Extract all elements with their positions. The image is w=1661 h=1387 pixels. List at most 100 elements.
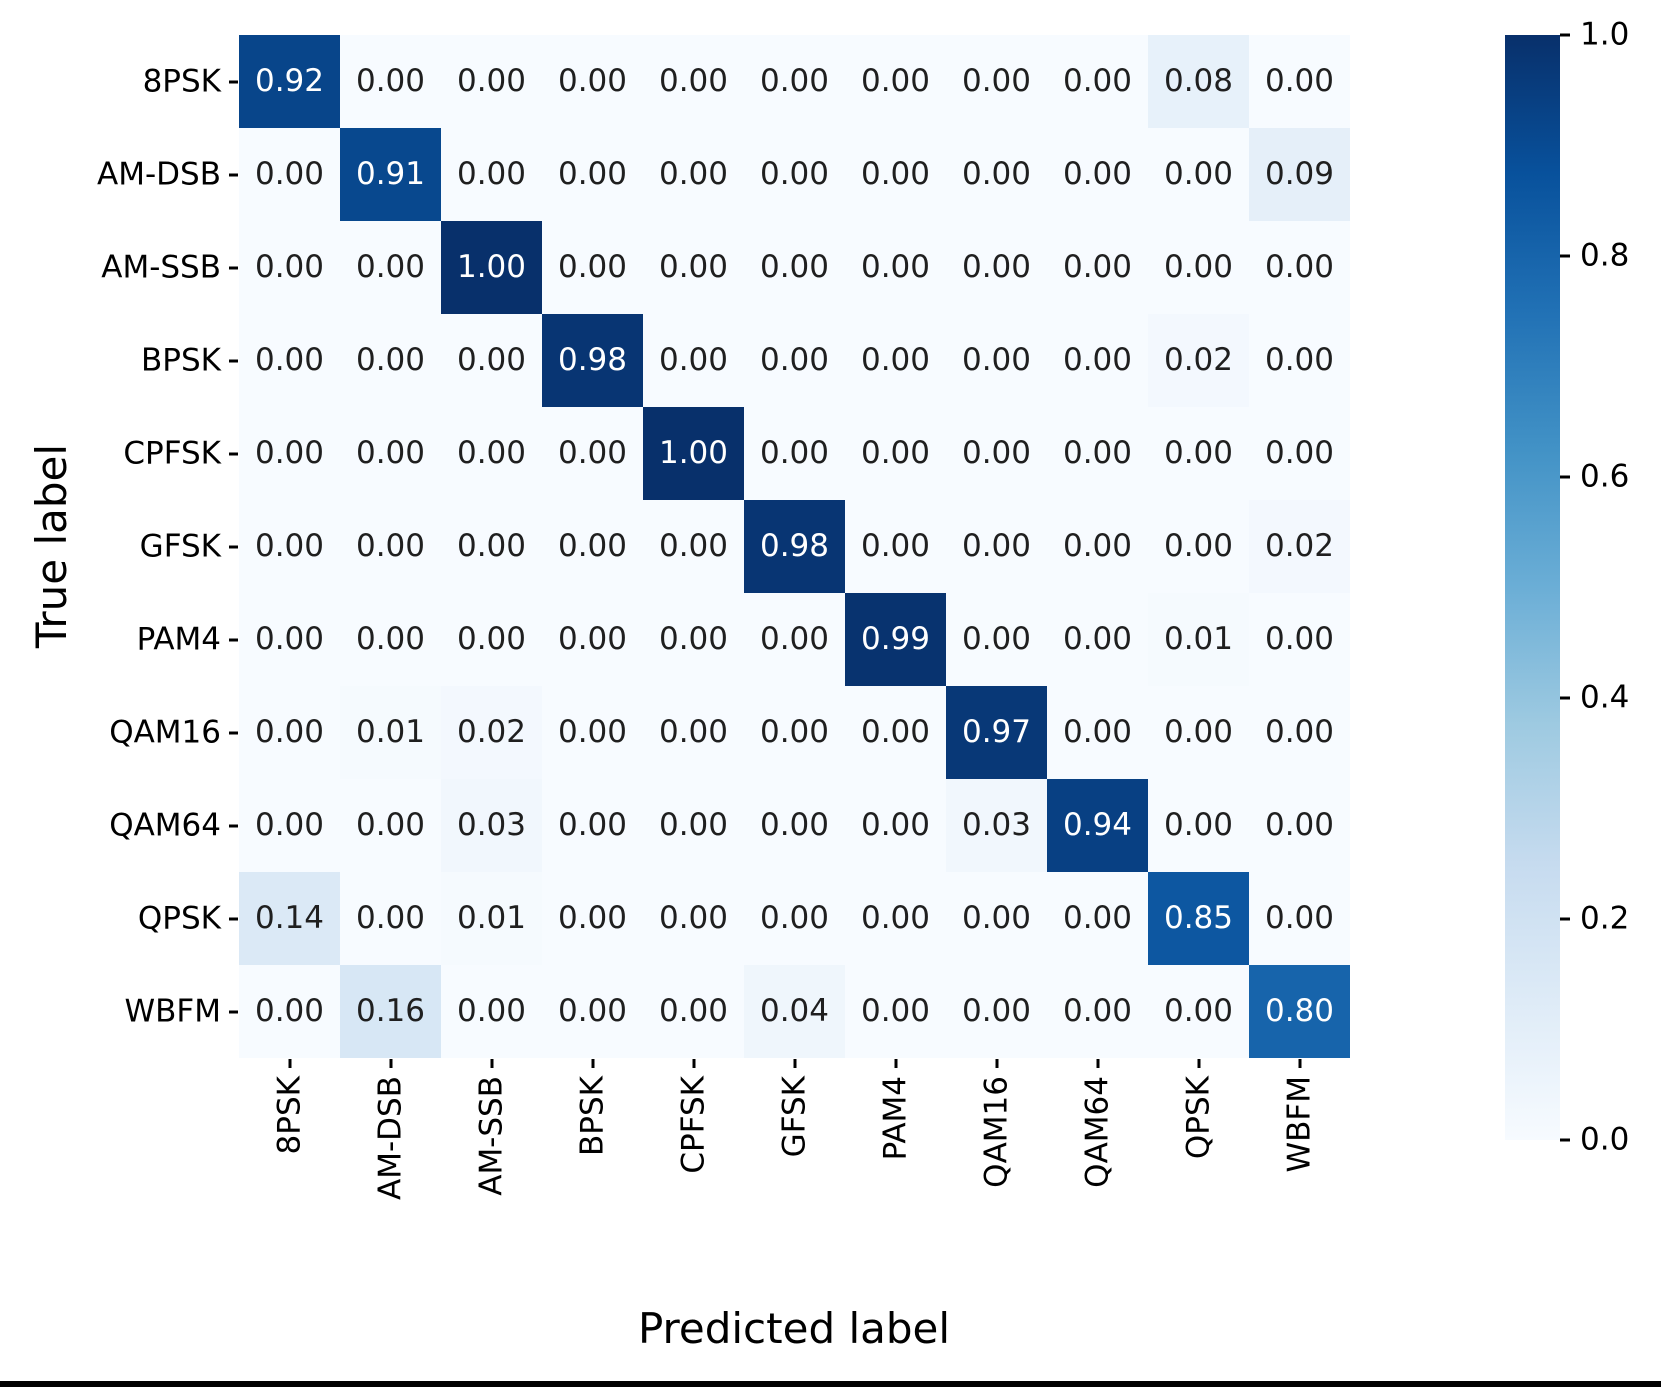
x-tick-mark <box>995 1059 998 1068</box>
heatmap-cell-QPSK-8PSK: 0.14 <box>239 872 340 965</box>
y-tick-mark <box>229 1010 238 1013</box>
y-axis-title: True label <box>27 443 76 649</box>
heatmap-cell-BPSK-QAM64: 0.00 <box>1047 314 1148 407</box>
heatmap-cell-PAM4-AM-DSB: 0.00 <box>340 593 441 686</box>
y-tick-label-WBFM: WBFM <box>124 993 222 1029</box>
heatmap-cell-QAM64-CPFSK: 0.00 <box>643 779 744 872</box>
y-tick-label-CPFSK: CPFSK <box>123 435 221 471</box>
heatmap-cell-8PSK-GFSK: 0.00 <box>744 35 845 128</box>
heatmap-cell-AM-DSB-AM-DSB: 0.91 <box>340 128 441 221</box>
y-tick-mark <box>229 917 238 920</box>
heatmap-cell-WBFM-QAM16: 0.00 <box>946 965 1047 1058</box>
heatmap-cell-8PSK-CPFSK: 0.00 <box>643 35 744 128</box>
heatmap-cell-CPFSK-BPSK: 0.00 <box>542 407 643 500</box>
heatmap-cell-QPSK-GFSK: 0.00 <box>744 872 845 965</box>
heatmap-cell-CPFSK-AM-DSB: 0.00 <box>340 407 441 500</box>
heatmap-cell-QAM16-WBFM: 0.00 <box>1249 686 1350 779</box>
heatmap-cell-CPFSK-QPSK: 0.00 <box>1148 407 1249 500</box>
heatmap-cell-AM-SSB-PAM4: 0.00 <box>845 221 946 314</box>
heatmap-cell-PAM4-8PSK: 0.00 <box>239 593 340 686</box>
heatmap-cell-PAM4-QPSK: 0.01 <box>1148 593 1249 686</box>
x-tick-mark <box>389 1059 392 1068</box>
x-tick-mark <box>1096 1059 1099 1068</box>
y-tick-mark <box>229 638 238 641</box>
heatmap-cell-QAM16-QAM16: 0.97 <box>946 686 1047 779</box>
heatmap-cell-WBFM-WBFM: 0.80 <box>1249 965 1350 1058</box>
y-tick-label-PAM4: PAM4 <box>136 621 221 657</box>
heatmap-cell-WBFM-PAM4: 0.00 <box>845 965 946 1058</box>
heatmap-cell-AM-SSB-BPSK: 0.00 <box>542 221 643 314</box>
heatmap-cell-8PSK-WBFM: 0.00 <box>1249 35 1350 128</box>
colorbar-tick-label-0.2: 0.2 <box>1580 900 1630 937</box>
heatmap-cell-WBFM-CPFSK: 0.00 <box>643 965 744 1058</box>
heatmap-cell-CPFSK-AM-SSB: 0.00 <box>441 407 542 500</box>
heatmap-cell-AM-DSB-QAM64: 0.00 <box>1047 128 1148 221</box>
heatmap-cell-WBFM-QAM64: 0.00 <box>1047 965 1148 1058</box>
x-tick-label-QPSK: QPSK <box>1180 1076 1216 1160</box>
y-tick-label-QAM16: QAM16 <box>109 714 221 750</box>
y-tick-label-8PSK: 8PSK <box>142 63 221 99</box>
heatmap-cell-QPSK-BPSK: 0.00 <box>542 872 643 965</box>
heatmap-cell-AM-DSB-AM-SSB: 0.00 <box>441 128 542 221</box>
y-tick-mark <box>229 173 238 176</box>
heatmap-cell-PAM4-QAM64: 0.00 <box>1047 593 1148 686</box>
x-tick-label-AM-SSB: AM-SSB <box>473 1076 509 1196</box>
heatmap-cell-QAM64-QPSK: 0.00 <box>1148 779 1249 872</box>
x-tick-label-AM-DSB: AM-DSB <box>372 1076 408 1200</box>
heatmap-cell-QAM16-8PSK: 0.00 <box>239 686 340 779</box>
heatmap-cell-QAM64-8PSK: 0.00 <box>239 779 340 872</box>
heatmap-cell-WBFM-AM-DSB: 0.16 <box>340 965 441 1058</box>
heatmap-cell-QAM64-AM-SSB: 0.03 <box>441 779 542 872</box>
heatmap-cell-AM-SSB-AM-SSB: 1.00 <box>441 221 542 314</box>
heatmap-cell-QAM16-QPSK: 0.00 <box>1148 686 1249 779</box>
heatmap-cell-QAM64-QAM64: 0.94 <box>1047 779 1148 872</box>
heatmap-cell-QPSK-WBFM: 0.00 <box>1249 872 1350 965</box>
x-tick-mark <box>288 1059 291 1068</box>
heatmap-cell-QPSK-AM-DSB: 0.00 <box>340 872 441 965</box>
x-tick-mark <box>591 1059 594 1068</box>
heatmap-cell-QPSK-QPSK: 0.85 <box>1148 872 1249 965</box>
x-tick-label-8PSK: 8PSK <box>271 1076 307 1155</box>
x-tick-mark <box>1298 1059 1301 1068</box>
heatmap-cell-AM-SSB-WBFM: 0.00 <box>1249 221 1350 314</box>
heatmap-cell-CPFSK-CPFSK: 1.00 <box>643 407 744 500</box>
heatmap-cell-QPSK-PAM4: 0.00 <box>845 872 946 965</box>
heatmap-cell-WBFM-GFSK: 0.04 <box>744 965 845 1058</box>
colorbar-tick-mark <box>1560 254 1570 258</box>
heatmap-cell-8PSK-BPSK: 0.00 <box>542 35 643 128</box>
heatmap-cell-8PSK-QAM64: 0.00 <box>1047 35 1148 128</box>
y-tick-mark <box>229 731 238 734</box>
bottom-border-rule <box>0 1381 1661 1387</box>
colorbar-tick-label-0.4: 0.4 <box>1580 679 1630 716</box>
heatmap-cell-8PSK-AM-SSB: 0.00 <box>441 35 542 128</box>
heatmap-cell-AM-SSB-CPFSK: 0.00 <box>643 221 744 314</box>
heatmap-cell-CPFSK-QAM64: 0.00 <box>1047 407 1148 500</box>
heatmap-cell-QAM16-PAM4: 0.00 <box>845 686 946 779</box>
heatmap-cell-QPSK-QAM64: 0.00 <box>1047 872 1148 965</box>
x-tick-label-WBFM: WBFM <box>1281 1076 1317 1173</box>
heatmap-cell-GFSK-CPFSK: 0.00 <box>643 500 744 593</box>
heatmap-cell-CPFSK-PAM4: 0.00 <box>845 407 946 500</box>
heatmap-cell-CPFSK-GFSK: 0.00 <box>744 407 845 500</box>
y-tick-mark <box>229 824 238 827</box>
heatmap-cell-GFSK-GFSK: 0.98 <box>744 500 845 593</box>
heatmap-cell-BPSK-AM-SSB: 0.00 <box>441 314 542 407</box>
y-tick-label-QAM64: QAM64 <box>109 807 221 843</box>
x-tick-mark <box>793 1059 796 1068</box>
heatmap-cell-GFSK-8PSK: 0.00 <box>239 500 340 593</box>
colorbar-tick-mark <box>1560 1138 1570 1142</box>
heatmap-cell-QAM64-AM-DSB: 0.00 <box>340 779 441 872</box>
heatmap-cell-AM-DSB-QPSK: 0.00 <box>1148 128 1249 221</box>
y-tick-mark <box>229 266 238 269</box>
heatmap-cell-BPSK-8PSK: 0.00 <box>239 314 340 407</box>
y-tick-mark <box>229 545 238 548</box>
colorbar-tick-mark <box>1560 475 1570 479</box>
heatmap-cell-AM-DSB-PAM4: 0.00 <box>845 128 946 221</box>
heatmap-cell-GFSK-PAM4: 0.00 <box>845 500 946 593</box>
heatmap-cell-AM-SSB-QPSK: 0.00 <box>1148 221 1249 314</box>
heatmap-cell-QAM64-BPSK: 0.00 <box>542 779 643 872</box>
colorbar-tick-label-0.8: 0.8 <box>1580 237 1630 274</box>
x-tick-label-GFSK: GFSK <box>776 1076 812 1158</box>
x-tick-mark <box>894 1059 897 1068</box>
